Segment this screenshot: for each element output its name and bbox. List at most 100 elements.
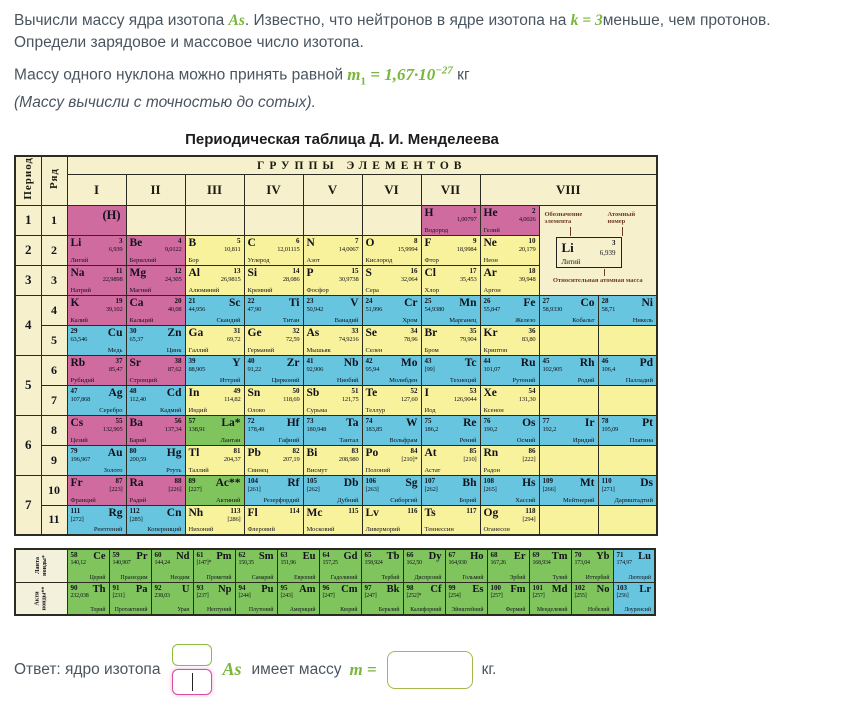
element-name: Астат — [424, 466, 441, 474]
element-name: Палладий — [625, 376, 653, 384]
element-cell-Bk: Bk 97 [247] Берклий — [360, 581, 404, 616]
element-name: Сиборгий — [390, 496, 418, 504]
element-symbol: Ho — [470, 551, 484, 563]
element-name: Радий — [129, 496, 147, 504]
element-cell-Cn: Cn 112 [285] Коперниций — [125, 504, 186, 536]
element-symbol: U — [181, 583, 190, 595]
element-cell-I: I 53 126,9044 Иод — [420, 384, 481, 416]
element-symbol: Mo — [400, 356, 418, 369]
element-name: Хлор — [424, 286, 439, 294]
atomic-mass: 10,811 — [224, 245, 241, 253]
empty-cell — [361, 204, 422, 236]
atomic-number: 106 — [365, 476, 377, 485]
element-symbol: P — [306, 266, 314, 279]
element-cell-B: B 5 10,811 Бор — [184, 234, 245, 266]
atomic-number: 16 — [410, 266, 418, 275]
element-name: Цезий — [70, 436, 88, 444]
m-sub: 1 — [360, 75, 367, 88]
atomic-number: 39 — [188, 356, 196, 365]
element-cell-Zn: Zn 30 65,37 Цинк — [125, 324, 186, 356]
element-cell-Si: Si 14 28,086 Кремний — [243, 264, 304, 296]
atomic-mass: 30,9738 — [338, 275, 359, 283]
atomic-mass: 150,35 — [238, 560, 255, 567]
element-cell-Fl: Fl 114 Флеровий — [243, 504, 304, 536]
atomic-mass: 126,9044 — [453, 395, 477, 403]
element-name: Молибден — [389, 376, 418, 384]
element-name: Кадмий — [159, 406, 182, 414]
element-cell-Ga: Ga 31 69,72 Галлий — [184, 324, 245, 356]
element-name: Кислород — [365, 256, 393, 264]
element-symbol: Ba — [129, 416, 143, 429]
legend-line — [569, 226, 571, 236]
atomic-number: 68 — [490, 551, 498, 560]
atomic-number: 111 — [70, 506, 81, 515]
legend-designation-label: Обозначение элемента — [544, 210, 583, 226]
atomic-mass: [252]* — [406, 592, 422, 599]
atomic-number: 75 — [424, 416, 432, 425]
element-name: Вольфрам — [389, 436, 418, 444]
element-cell-H-placeholder: (H) — [66, 204, 127, 236]
atomic-number: 80 — [129, 446, 137, 455]
element-cell-H: H 1 1,00797 Водород — [420, 204, 481, 236]
element-symbol: Ar — [483, 266, 497, 279]
atomic-number: 96 — [322, 583, 330, 592]
element-symbol: Sm — [258, 551, 274, 563]
atomic-number: 24 — [365, 296, 373, 305]
atomic-number: 44 — [483, 356, 491, 365]
element-name: Теннессин — [424, 526, 454, 534]
atomic-number: 22 — [247, 296, 255, 305]
element-cell-Ac: Ac** 89 [227] Актиний — [184, 474, 245, 506]
group-header-VIII: VIII — [479, 174, 658, 206]
element-cell-Bh: Bh 107 [262] Борий — [420, 474, 481, 506]
atomic-mass: 200,59 — [129, 455, 147, 463]
element-cell-Md: Md 101 [257] Менделевий — [528, 581, 572, 616]
element-cell-Ne: Ne 10 20,179 Неон — [479, 234, 540, 266]
empty-cell — [597, 324, 658, 356]
period-4: 4 — [14, 294, 42, 356]
element-name: Протактиний — [114, 607, 148, 614]
element-symbol: Db — [343, 476, 359, 489]
element-cell-U: U 92 238,03 Уран — [150, 581, 194, 616]
element-name: Галлий — [188, 346, 209, 354]
element-cell-W: W 74 183,85 Вольфрам — [361, 414, 422, 446]
element-cell-Fr: Fr 87 [223] Франций — [66, 474, 127, 506]
atomic-mass: 138,91 — [188, 425, 206, 433]
empty-cell — [538, 384, 599, 416]
element-cell-Re: Re 75 186,2 Рений — [420, 414, 481, 446]
atomic-mass: [244] — [238, 592, 251, 599]
element-cell-Ca: Ca 20 40,08 Кальций — [125, 294, 186, 326]
atomic-number: 23 — [306, 296, 314, 305]
atomic-number: 117 — [466, 506, 477, 515]
atomic-number: 8 — [414, 236, 418, 245]
atomic-number: 115 — [348, 506, 359, 515]
mass-number-input[interactable] — [172, 644, 213, 667]
element-cell-Li: Li 3 6,939 Литий — [66, 234, 127, 266]
empty-cell — [184, 204, 245, 236]
element-symbol: Rh — [579, 356, 595, 369]
nuclide-notation-inputs — [172, 644, 213, 696]
task-line3-post: кг — [452, 66, 470, 84]
element-name: Железо — [515, 316, 536, 324]
atomic-mass: 6,939 — [108, 245, 123, 253]
atomic-mass: 112,40 — [129, 395, 147, 403]
element-symbol: O — [365, 236, 375, 249]
element-name: Медь — [107, 346, 123, 354]
atomic-mass: 74,9216 — [338, 335, 359, 343]
atomic-mass: 186,2 — [424, 425, 439, 433]
element-name: Европий — [294, 574, 316, 581]
element-symbol: Ca — [129, 296, 144, 309]
element-name: Плутоний — [248, 607, 274, 614]
element-symbol: Tl — [188, 446, 200, 459]
element-cell-Nh: Nh 113 [286] Нихоний — [184, 504, 245, 536]
atomic-number: 109 — [542, 476, 554, 485]
mass-value-input[interactable] — [386, 650, 473, 689]
atomic-number: 28 — [601, 296, 609, 305]
atomic-mass: 58,9330 — [542, 305, 563, 313]
atomic-number: 71 — [616, 551, 624, 560]
element-cell-Pt: Pt 78 195,09 Платина — [597, 414, 658, 446]
atomic-mass: [255] — [574, 592, 587, 599]
charge-number-input[interactable] — [172, 669, 213, 696]
atomic-number: 31 — [233, 326, 241, 335]
answer-mid-label: имеет массу — [251, 660, 342, 678]
atomic-mass: [247] — [322, 592, 335, 599]
